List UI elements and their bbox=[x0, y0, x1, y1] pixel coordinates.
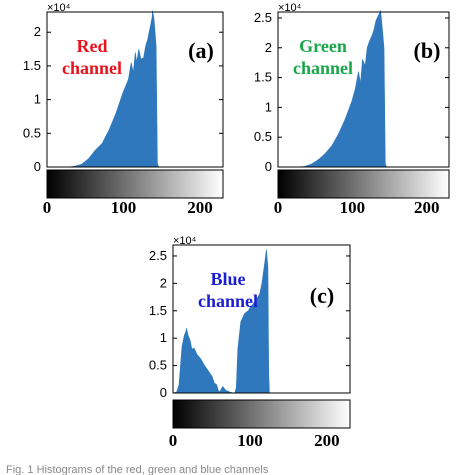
colorbar-tick-label: 200 bbox=[314, 431, 340, 450]
y-tick-label: 1.5 bbox=[254, 70, 272, 85]
y-tick-label: 1 bbox=[265, 99, 272, 114]
histogram-area bbox=[172, 249, 270, 394]
plot-frame bbox=[46, 11, 224, 168]
channel-label-line: Red bbox=[77, 36, 108, 56]
channel-label-line: Green bbox=[299, 36, 347, 56]
y-axis-multiplier: ×10⁴ bbox=[278, 2, 302, 14]
y-axis-multiplier: ×10⁴ bbox=[47, 2, 71, 14]
channel-label-line: channel bbox=[293, 58, 353, 78]
panel-label: (b) bbox=[414, 38, 441, 63]
y-tick-label: 2 bbox=[160, 275, 167, 290]
y-tick-label: 0.5 bbox=[23, 125, 41, 140]
channel-label-line: channel bbox=[62, 58, 122, 78]
plot-frame bbox=[277, 11, 450, 168]
y-tick-label: 1.5 bbox=[23, 58, 41, 73]
y-tick-label: 2.5 bbox=[149, 248, 167, 263]
colorbar-tick-label: 0 bbox=[169, 431, 178, 450]
channel-label-line: channel bbox=[198, 291, 258, 311]
y-tick-label: 0 bbox=[34, 159, 41, 174]
y-tick-label: 0.5 bbox=[254, 129, 272, 144]
y-tick-label: 1 bbox=[160, 330, 167, 345]
colorbar bbox=[172, 399, 351, 429]
y-tick-label: 2 bbox=[34, 24, 41, 39]
y-tick-label: 2.5 bbox=[254, 10, 272, 25]
panel-label: (a) bbox=[188, 38, 214, 63]
y-tick-label: 0.5 bbox=[149, 358, 167, 373]
colorbar-tick-label: 200 bbox=[187, 198, 213, 217]
y-tick-label: 1 bbox=[34, 92, 41, 107]
histogram-area bbox=[47, 10, 160, 168]
y-tick-label: 0 bbox=[265, 159, 272, 174]
colorbar bbox=[277, 169, 450, 199]
figure-caption: Fig. 1 Histograms of the red, green and … bbox=[6, 464, 269, 475]
colorbar bbox=[46, 169, 224, 199]
colorbar-tick-label: 100 bbox=[340, 198, 366, 217]
histogram-area bbox=[278, 9, 388, 168]
y-tick-label: 1.5 bbox=[149, 303, 167, 318]
colorbar-tick-label: 200 bbox=[414, 198, 440, 217]
colorbar-tick-label: 100 bbox=[111, 198, 137, 217]
colorbar-tick-label: 100 bbox=[237, 431, 263, 450]
plot-frame bbox=[172, 244, 351, 394]
y-tick-label: 2 bbox=[265, 40, 272, 55]
y-axis-multiplier: ×10⁴ bbox=[173, 235, 197, 247]
panel-label: (c) bbox=[310, 283, 334, 308]
y-tick-label: 0 bbox=[160, 385, 167, 400]
colorbar-tick-label: 0 bbox=[43, 198, 52, 217]
channel-label-line: Blue bbox=[210, 269, 245, 289]
colorbar-tick-label: 0 bbox=[274, 198, 283, 217]
